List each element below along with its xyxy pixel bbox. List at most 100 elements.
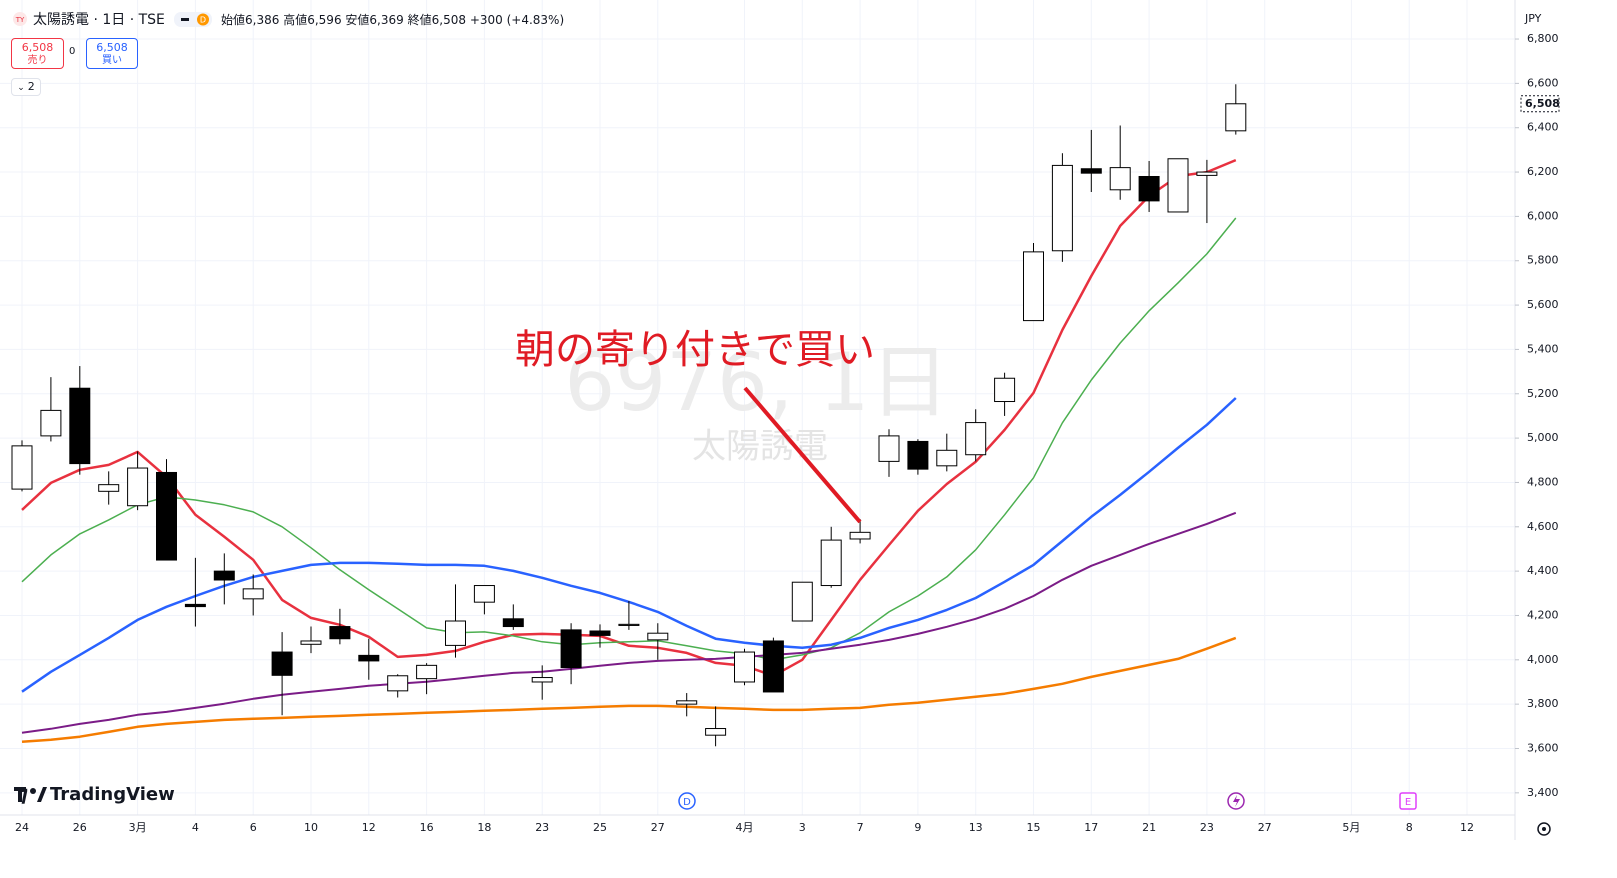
change: +300 (+4.83%) bbox=[470, 13, 564, 27]
last-price-label: 6,508 bbox=[1525, 97, 1560, 110]
candle-body bbox=[676, 700, 698, 705]
x-tick-label: 7 bbox=[857, 821, 864, 834]
candle-body bbox=[560, 629, 582, 669]
y-tick-label: 4,600 bbox=[1527, 520, 1559, 533]
y-tick-label: 3,400 bbox=[1527, 786, 1559, 799]
dividend-marker[interactable] bbox=[678, 792, 696, 810]
candle-body bbox=[98, 484, 120, 492]
y-tick-label: 3,600 bbox=[1527, 741, 1559, 754]
candle-body bbox=[762, 640, 784, 693]
y-tick-label: 5,800 bbox=[1527, 254, 1559, 267]
candle-body bbox=[907, 440, 929, 470]
ohlc-label: 安値 bbox=[345, 12, 369, 27]
badge-text: D bbox=[200, 16, 206, 25]
dividend-marker-text: D bbox=[683, 797, 691, 808]
candle-body bbox=[1196, 171, 1218, 176]
y-tick-label: 5,400 bbox=[1527, 342, 1559, 355]
y-tick-label: 6,800 bbox=[1527, 32, 1559, 45]
candle-body bbox=[1109, 167, 1131, 191]
buy-button[interactable]: 6,508 買い bbox=[86, 38, 138, 69]
last-price-box bbox=[1520, 95, 1560, 113]
x-tick-label: 21 bbox=[1142, 821, 1156, 834]
candle-body bbox=[849, 531, 871, 540]
chevron: ⌄ bbox=[17, 83, 28, 93]
settings-icon[interactable] bbox=[1537, 822, 1551, 836]
symbol-icon bbox=[13, 12, 27, 26]
x-tick-label: 16 bbox=[420, 821, 434, 834]
candle-body bbox=[416, 664, 438, 680]
x-tick-label: 3月 bbox=[129, 821, 147, 834]
moving-average-line bbox=[21, 397, 1237, 693]
watermark: 6976, 1日 bbox=[564, 336, 949, 429]
candle-body bbox=[69, 387, 91, 465]
candle-body bbox=[734, 651, 755, 683]
candle-body bbox=[531, 677, 553, 683]
candle-body bbox=[1051, 164, 1073, 252]
y-tick-label: 6,600 bbox=[1527, 76, 1559, 89]
split-marker-icon bbox=[1233, 795, 1240, 807]
buy-label: 買い bbox=[102, 55, 122, 66]
y-tick-label: 4,400 bbox=[1527, 564, 1559, 577]
candle-body bbox=[213, 570, 235, 581]
ohlc-legend: 始値6,386 高値6,596 安値6,369 終値6,508 +300 (+4… bbox=[221, 12, 564, 27]
candle-body bbox=[387, 675, 409, 692]
settings-icon-center bbox=[1542, 827, 1546, 831]
y-tick-label: 4,800 bbox=[1527, 475, 1559, 488]
sell-label: 売り bbox=[27, 55, 48, 66]
candle-body bbox=[647, 632, 669, 641]
candle-body bbox=[1138, 175, 1160, 202]
sell-button[interactable]: 6,508 売り bbox=[11, 38, 64, 69]
symbol-icon-text: TY bbox=[15, 16, 25, 24]
y-tick-label: 6,000 bbox=[1527, 209, 1559, 222]
x-tick-label: 12 bbox=[1460, 821, 1474, 834]
x-tick-label: 13 bbox=[969, 821, 983, 834]
x-tick-label: 6 bbox=[250, 821, 257, 834]
candle-body bbox=[11, 445, 33, 490]
indicators-toggle[interactable]: ⌄ 2 bbox=[11, 78, 41, 96]
candle-body bbox=[473, 585, 495, 603]
candle-body bbox=[445, 620, 466, 646]
candle-body bbox=[358, 654, 380, 662]
symbol[interactable]: 太陽誘電 · 1日 · TSE bbox=[33, 12, 165, 28]
x-tick-label: 10 bbox=[304, 821, 318, 834]
candle-body bbox=[184, 603, 206, 608]
logo-mark-dot bbox=[30, 788, 36, 794]
candle-body bbox=[40, 409, 62, 437]
candle-body bbox=[1225, 103, 1247, 132]
x-tick-label: 18 bbox=[477, 821, 491, 834]
annotation-arrow bbox=[743, 386, 862, 524]
candle-body bbox=[300, 640, 322, 645]
candle-body bbox=[1080, 168, 1102, 174]
x-tick-label: 27 bbox=[1258, 821, 1272, 834]
earnings-marker[interactable] bbox=[1399, 792, 1417, 810]
badge bbox=[197, 13, 209, 26]
candle-body bbox=[936, 449, 958, 467]
y-tick-label: 5,600 bbox=[1527, 298, 1559, 311]
candle-body bbox=[618, 623, 640, 626]
candle-body bbox=[878, 435, 900, 462]
logo-mark-stem bbox=[18, 787, 22, 802]
ohlc-label: 終値 bbox=[408, 12, 432, 27]
candle-body bbox=[705, 728, 727, 736]
y-tick-label: 4,000 bbox=[1527, 653, 1559, 666]
candle-body bbox=[791, 581, 813, 622]
moving-average-line bbox=[21, 217, 1237, 661]
candle-body bbox=[271, 651, 293, 676]
ohlc-label: 高値 bbox=[283, 12, 307, 27]
y-tick-label: 5,200 bbox=[1527, 387, 1559, 400]
x-tick-label: 23 bbox=[1200, 821, 1214, 834]
buy-price: 6,508 bbox=[96, 41, 128, 54]
candle-body bbox=[589, 630, 611, 636]
ohlc-value: 6,596 bbox=[307, 13, 341, 27]
y-tick-label: 4,200 bbox=[1527, 608, 1559, 621]
sell-price: 6,508 bbox=[21, 41, 54, 54]
moving-average-line bbox=[21, 158, 1237, 678]
x-tick-label: 8 bbox=[1406, 821, 1413, 834]
candle-body bbox=[965, 422, 987, 456]
indicators-count: 2 bbox=[27, 80, 35, 93]
x-tick-label: 23 bbox=[535, 821, 549, 834]
x-tick-label: 4 bbox=[192, 821, 199, 834]
candle-body bbox=[329, 626, 351, 640]
x-tick-label: 15 bbox=[1027, 821, 1041, 834]
